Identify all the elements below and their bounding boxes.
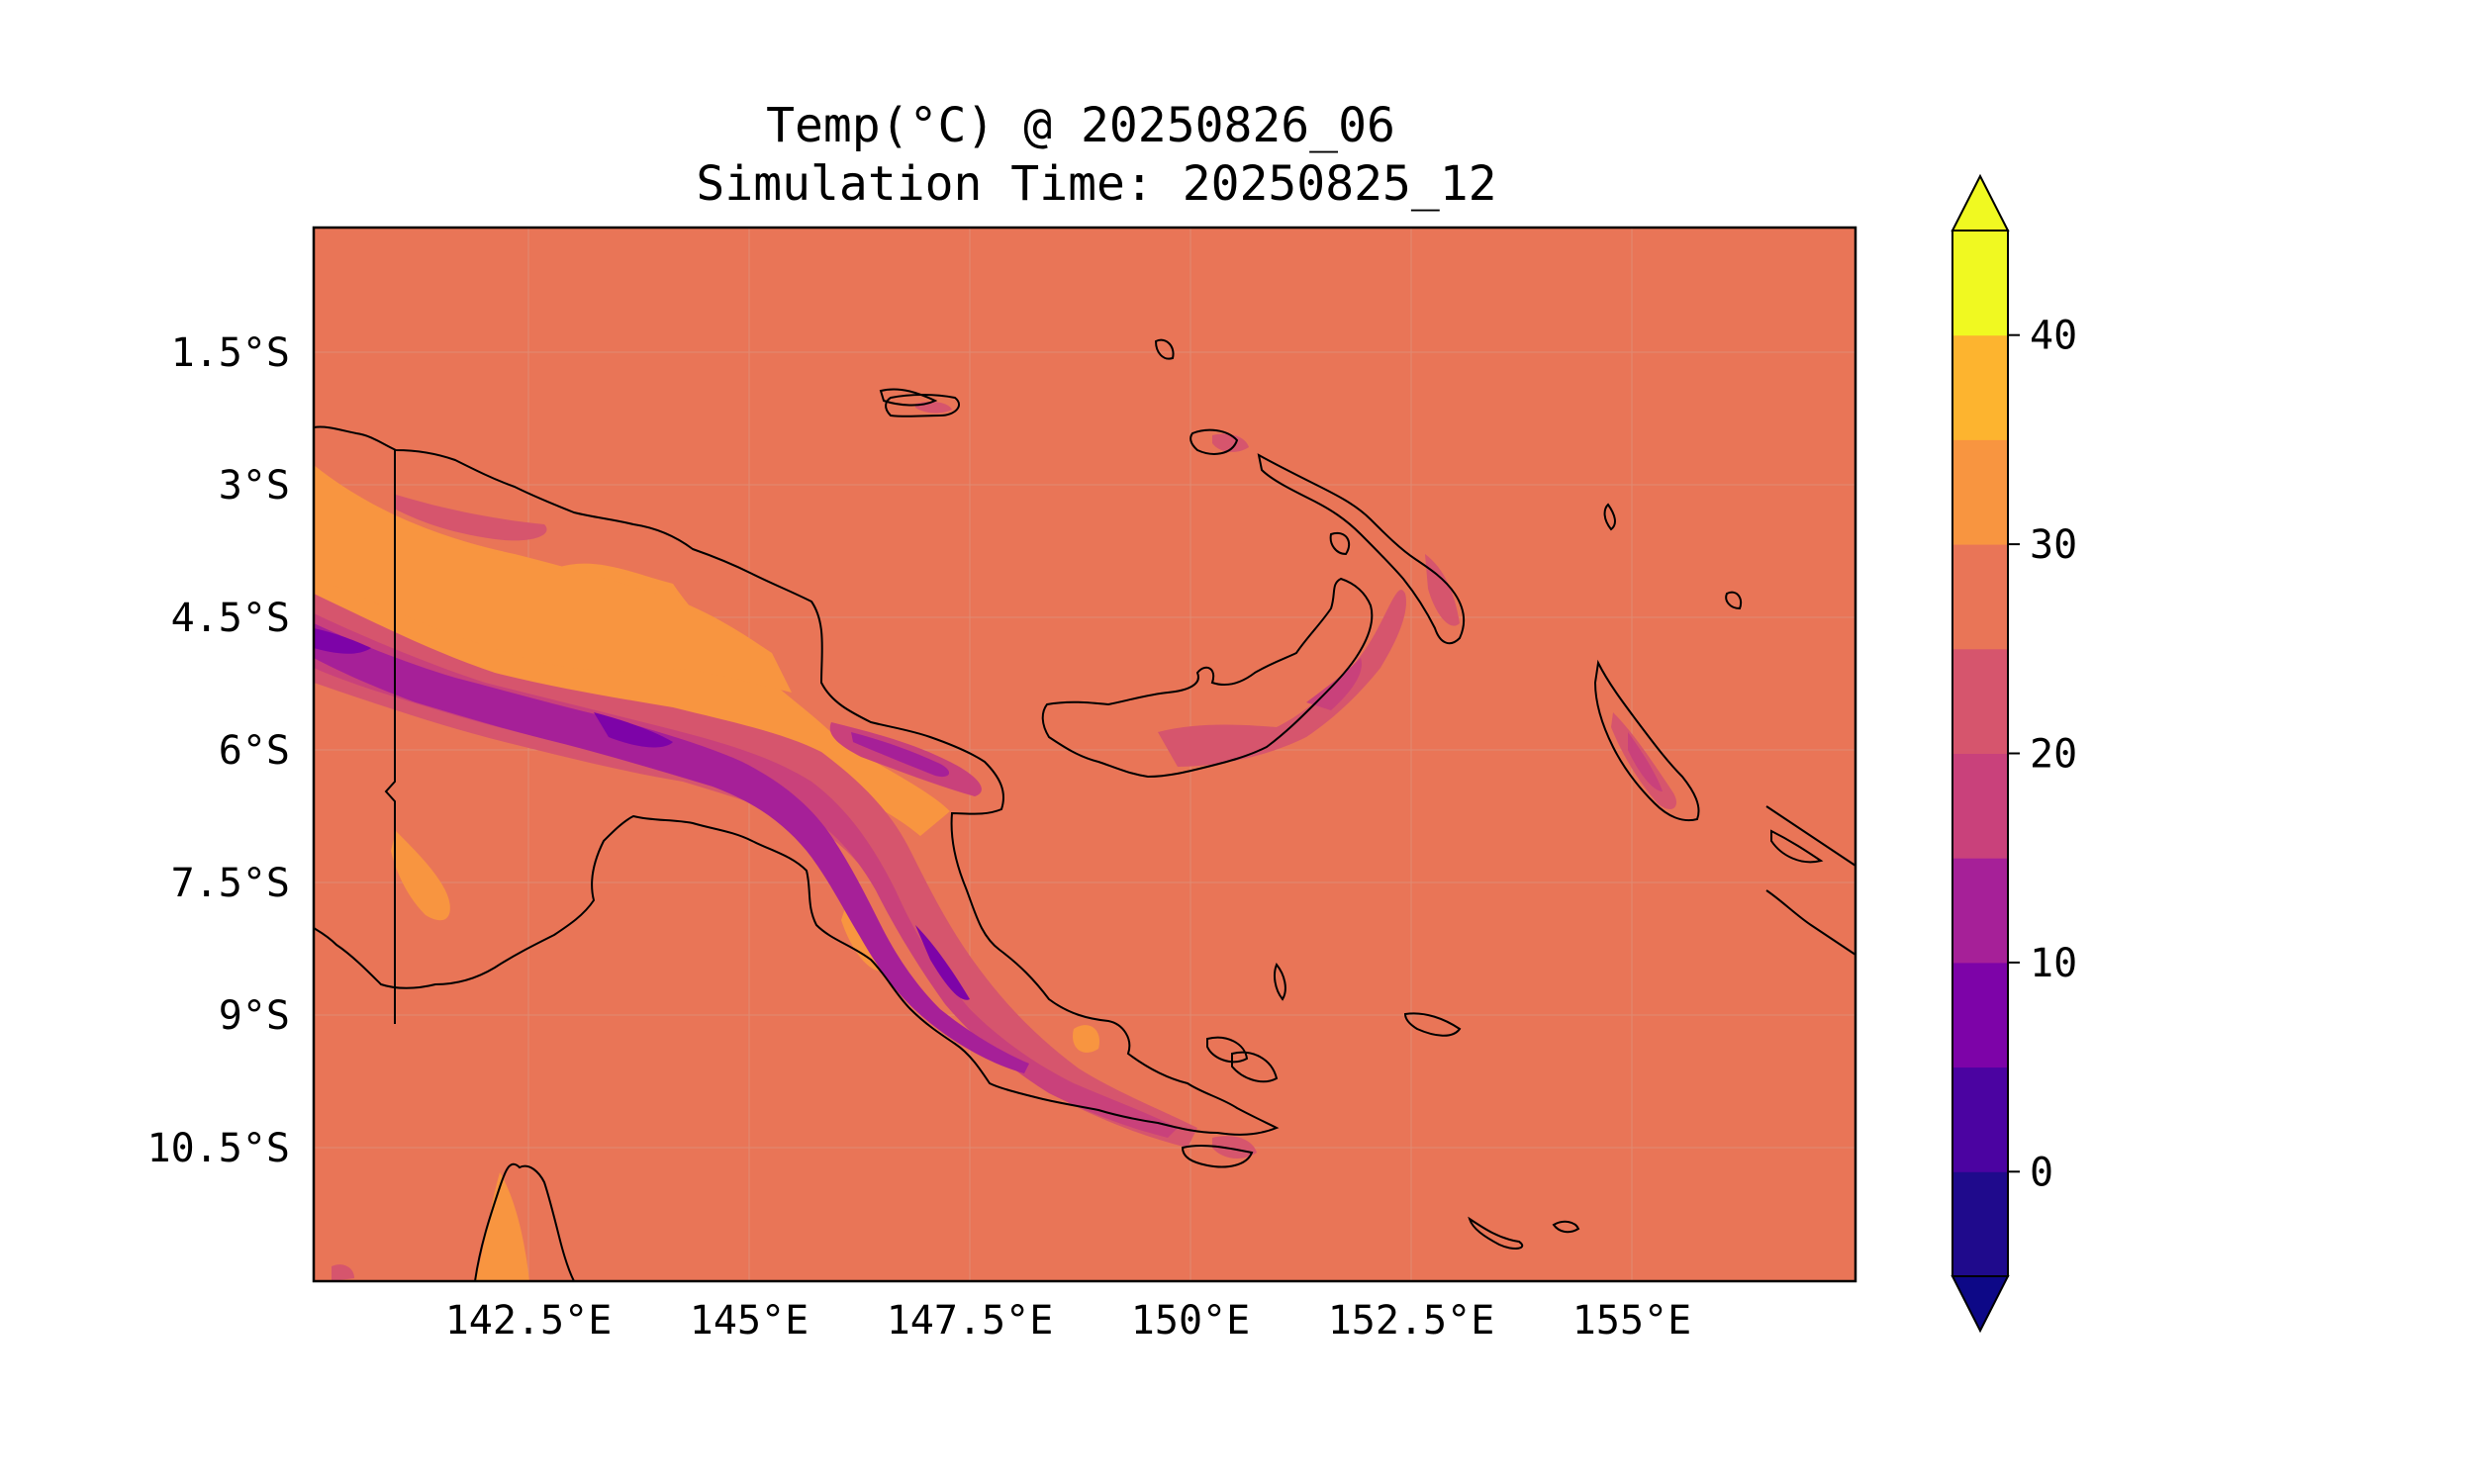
contour-15-20-ridge (314, 613, 1178, 1138)
contour-20-25-new-hanover (1212, 433, 1249, 452)
colorbar-over-arrow (1951, 173, 2010, 232)
colorbar: 0 10 20 30 40 (1951, 173, 2077, 1334)
contour-20-25-southwest-blob (332, 1264, 354, 1281)
lon-tick-label: 145°E (690, 1298, 809, 1344)
contour-15-20-bougainville (1628, 732, 1663, 791)
colorbar-bin (1952, 544, 2008, 650)
lat-tick-label: 7.5°S (171, 861, 290, 906)
contour-5-10-central (594, 712, 673, 748)
map-frame (312, 226, 1857, 1283)
new-ireland-coastline (1257, 453, 1466, 645)
lon-tick-label: 152.5°E (1328, 1298, 1495, 1344)
contour-10-15-north-east (851, 732, 950, 778)
lon-tick-labels: 142.5°E 145°E 147.5°E 150°E 152.5°E 155°… (445, 1298, 1692, 1344)
colorbar-under-arrow (1951, 1275, 2010, 1334)
louisiade-coastline (1403, 1012, 1580, 1250)
coastlines (314, 338, 1856, 1281)
contour-20-25-d-entrecasteaux (1212, 1136, 1257, 1159)
colorbar-bin (1952, 962, 2008, 1068)
colorbar-tick-label: 10 (2030, 941, 2077, 986)
contour-30-35-upper (314, 465, 792, 693)
colorbar-tick-label: 0 (2030, 1150, 2053, 1195)
colorbar-bin (1952, 648, 2008, 754)
bougainville-coastline (1593, 659, 1700, 822)
lat-tick-label: 9°S (219, 993, 290, 1039)
lat-tick-label: 1.5°S (171, 330, 290, 376)
temperature-contours (314, 402, 1677, 1281)
lat-tick-label: 4.5°S (171, 596, 290, 641)
lon-tick-label: 155°E (1572, 1298, 1691, 1344)
small-islands (879, 338, 1824, 1001)
colorbar-tick-label: 30 (2030, 522, 2077, 568)
lat-tick-labels: 1.5°S 3°S 4.5°S 6°S 7.5°S 9°S 10.5°S (147, 330, 291, 1171)
colorbar-bin (1952, 858, 2008, 964)
lon-tick-label: 142.5°E (445, 1298, 613, 1344)
new-hanover-coastline (1189, 428, 1239, 455)
contour-30-35-cape-york (475, 1172, 529, 1281)
colorbar-bin (1952, 753, 2008, 859)
lon-tick-label: 150°E (1131, 1298, 1250, 1344)
map-subtitle: Simulation Time: 20250825_12 (696, 156, 1496, 212)
lat-tick-label: 6°S (219, 728, 290, 774)
lat-tick-label: 10.5°S (147, 1126, 291, 1171)
colorbar-bin (1952, 231, 2008, 336)
manus-coastline (885, 394, 960, 417)
contour-5-10-west (314, 628, 371, 654)
map-title: Temp(°C) @ 20250826_06 (766, 98, 1395, 153)
contour-5-10-south-ridge (915, 925, 970, 1000)
colorbar-bin (1952, 1171, 2008, 1277)
contour-10-15-core (314, 623, 1029, 1073)
new-guinea-coastline (314, 425, 1280, 1136)
dentrecasteaux-coastline (1181, 1036, 1279, 1168)
colorbar-tick-label: 20 (2030, 732, 2077, 778)
colorbar-tick-label: 40 (2030, 314, 2077, 359)
contour-30-35-southeast-patch (1073, 1025, 1099, 1053)
map-panel (314, 228, 1856, 1281)
colorbar-bin (1952, 1067, 2008, 1172)
colorbar-bin (1952, 334, 2008, 440)
cape-york-coastline (474, 1162, 575, 1281)
lon-tick-label: 147.5°E (887, 1298, 1054, 1344)
lat-tick-label: 3°S (219, 463, 290, 509)
solomon-coastline (1765, 805, 1856, 956)
contour-20-25-north-coast (396, 495, 547, 541)
new-britain-coastline (1041, 577, 1374, 779)
border-line (384, 450, 396, 1024)
contour-30-35-southwest (391, 831, 450, 921)
colorbar-bin (1952, 439, 2008, 545)
